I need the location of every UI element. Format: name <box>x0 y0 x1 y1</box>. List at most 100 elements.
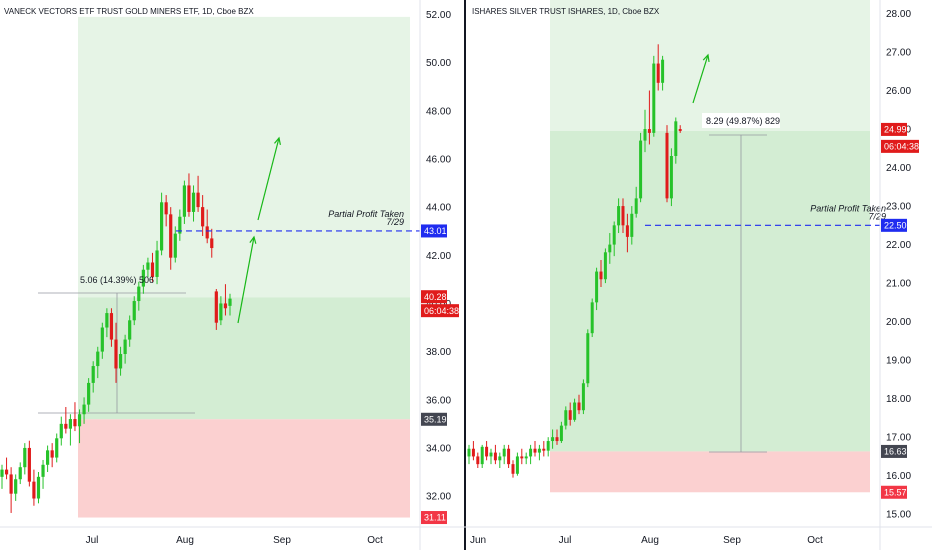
price-badge-label: 16.63 <box>884 447 907 457</box>
candle-body <box>524 456 528 459</box>
candle-body <box>599 271 603 280</box>
candle-body <box>96 351 100 367</box>
candle-body <box>91 366 95 383</box>
candle-body <box>634 198 638 214</box>
annotation-date: 7/29 <box>386 217 404 227</box>
price-badge <box>881 485 907 499</box>
y-tick-label: 19.00 <box>886 356 911 367</box>
trend-arrow-head <box>702 53 710 63</box>
x-tick-label: Aug <box>176 535 194 546</box>
candle-body <box>498 456 502 461</box>
y-tick-label: 26.00 <box>886 86 911 97</box>
y-tick-label: 46.00 <box>426 154 451 165</box>
y-tick-label: 36.00 <box>426 395 451 406</box>
y-tick-label: 44.00 <box>426 203 451 214</box>
y-tick-label: 32.00 <box>426 492 451 503</box>
trend-arrow <box>237 236 255 324</box>
candle-body <box>205 226 209 239</box>
candle-body <box>201 207 205 227</box>
price-badge-label: 40.28 <box>424 292 447 302</box>
candle-body <box>520 456 524 459</box>
candle-body <box>36 476 41 499</box>
trend-arrow-head <box>274 136 281 145</box>
candle-body <box>64 423 68 429</box>
candle-body <box>228 298 232 306</box>
x-tick-label: Jun <box>470 535 486 546</box>
candle-body <box>621 206 625 226</box>
candle-body <box>652 63 656 133</box>
candle-body <box>46 450 50 465</box>
candle-body <box>109 313 114 340</box>
candle-body <box>141 269 145 287</box>
candle-body <box>511 464 515 474</box>
candle-body <box>59 423 63 439</box>
candle-body <box>489 452 493 457</box>
price-badge <box>421 511 447 525</box>
annotation-label: Partial Profit Taken <box>810 203 886 213</box>
candle-body <box>14 479 18 494</box>
candle-body <box>665 132 669 199</box>
candle-body <box>515 456 519 474</box>
x-tick-label: Jul <box>86 535 99 546</box>
trend-arrow-head <box>249 235 257 244</box>
candle-body <box>191 192 196 212</box>
y-tick-label: 28.00 <box>886 9 911 20</box>
price-badge-label: 15.57 <box>884 487 907 497</box>
candle-body <box>82 404 86 415</box>
candle-body <box>77 414 82 427</box>
candle-body <box>661 59 665 83</box>
profit-zone-upper <box>550 0 870 131</box>
candle-body <box>118 354 123 369</box>
price-badge <box>881 139 919 153</box>
candle-body <box>678 129 682 131</box>
measure-label-bg <box>702 113 780 128</box>
trend-arrow <box>692 54 709 104</box>
candle-body <box>656 63 660 83</box>
candle-body <box>625 225 629 237</box>
candle-body <box>114 339 118 369</box>
candle-body <box>123 339 127 355</box>
price-badge-label: 24.99 <box>884 125 907 135</box>
candle-body <box>555 437 559 442</box>
candle-body <box>137 286 141 302</box>
candle-body <box>164 202 168 215</box>
candle-body <box>507 448 511 465</box>
candle-body <box>128 320 132 340</box>
candle-body <box>674 121 678 156</box>
candle-body <box>55 438 59 458</box>
candle-body <box>27 447 31 482</box>
candle-body <box>493 452 497 461</box>
candle-body <box>542 448 546 451</box>
y-tick-label: 16.00 <box>886 471 911 482</box>
candle-body <box>0 469 4 477</box>
price-badge-label: 22.50 <box>884 221 907 231</box>
x-tick-label: Sep <box>273 535 291 546</box>
y-tick-label: 50.00 <box>426 58 451 69</box>
y-tick-label: 34.00 <box>426 443 451 454</box>
candle-body <box>105 313 109 328</box>
candle-body <box>546 441 550 451</box>
candle-body <box>9 474 13 494</box>
candle-body <box>467 448 471 457</box>
price-badge <box>881 218 907 232</box>
candle-body <box>647 129 651 133</box>
profit-zone <box>78 297 410 420</box>
price-badge-label: 06:04:38 <box>884 142 919 152</box>
loss-zone <box>78 419 410 518</box>
candle-body <box>485 446 489 457</box>
y-tick-label: 20.00 <box>886 317 911 328</box>
loss-zone <box>550 451 870 493</box>
candle-body <box>155 250 159 277</box>
y-tick-label: 24.00 <box>886 163 911 174</box>
candle-body <box>476 456 480 465</box>
candle-body <box>529 448 533 457</box>
candle-body <box>100 327 104 352</box>
annotation-date: 7/29 <box>868 211 886 221</box>
candle-body <box>608 244 612 253</box>
price-badge-label: 43.01 <box>424 226 447 236</box>
x-tick-label: Sep <box>723 535 741 546</box>
candle-body <box>41 464 45 477</box>
price-badge <box>881 444 907 458</box>
candle-body <box>603 252 607 280</box>
price-badge <box>421 224 447 238</box>
